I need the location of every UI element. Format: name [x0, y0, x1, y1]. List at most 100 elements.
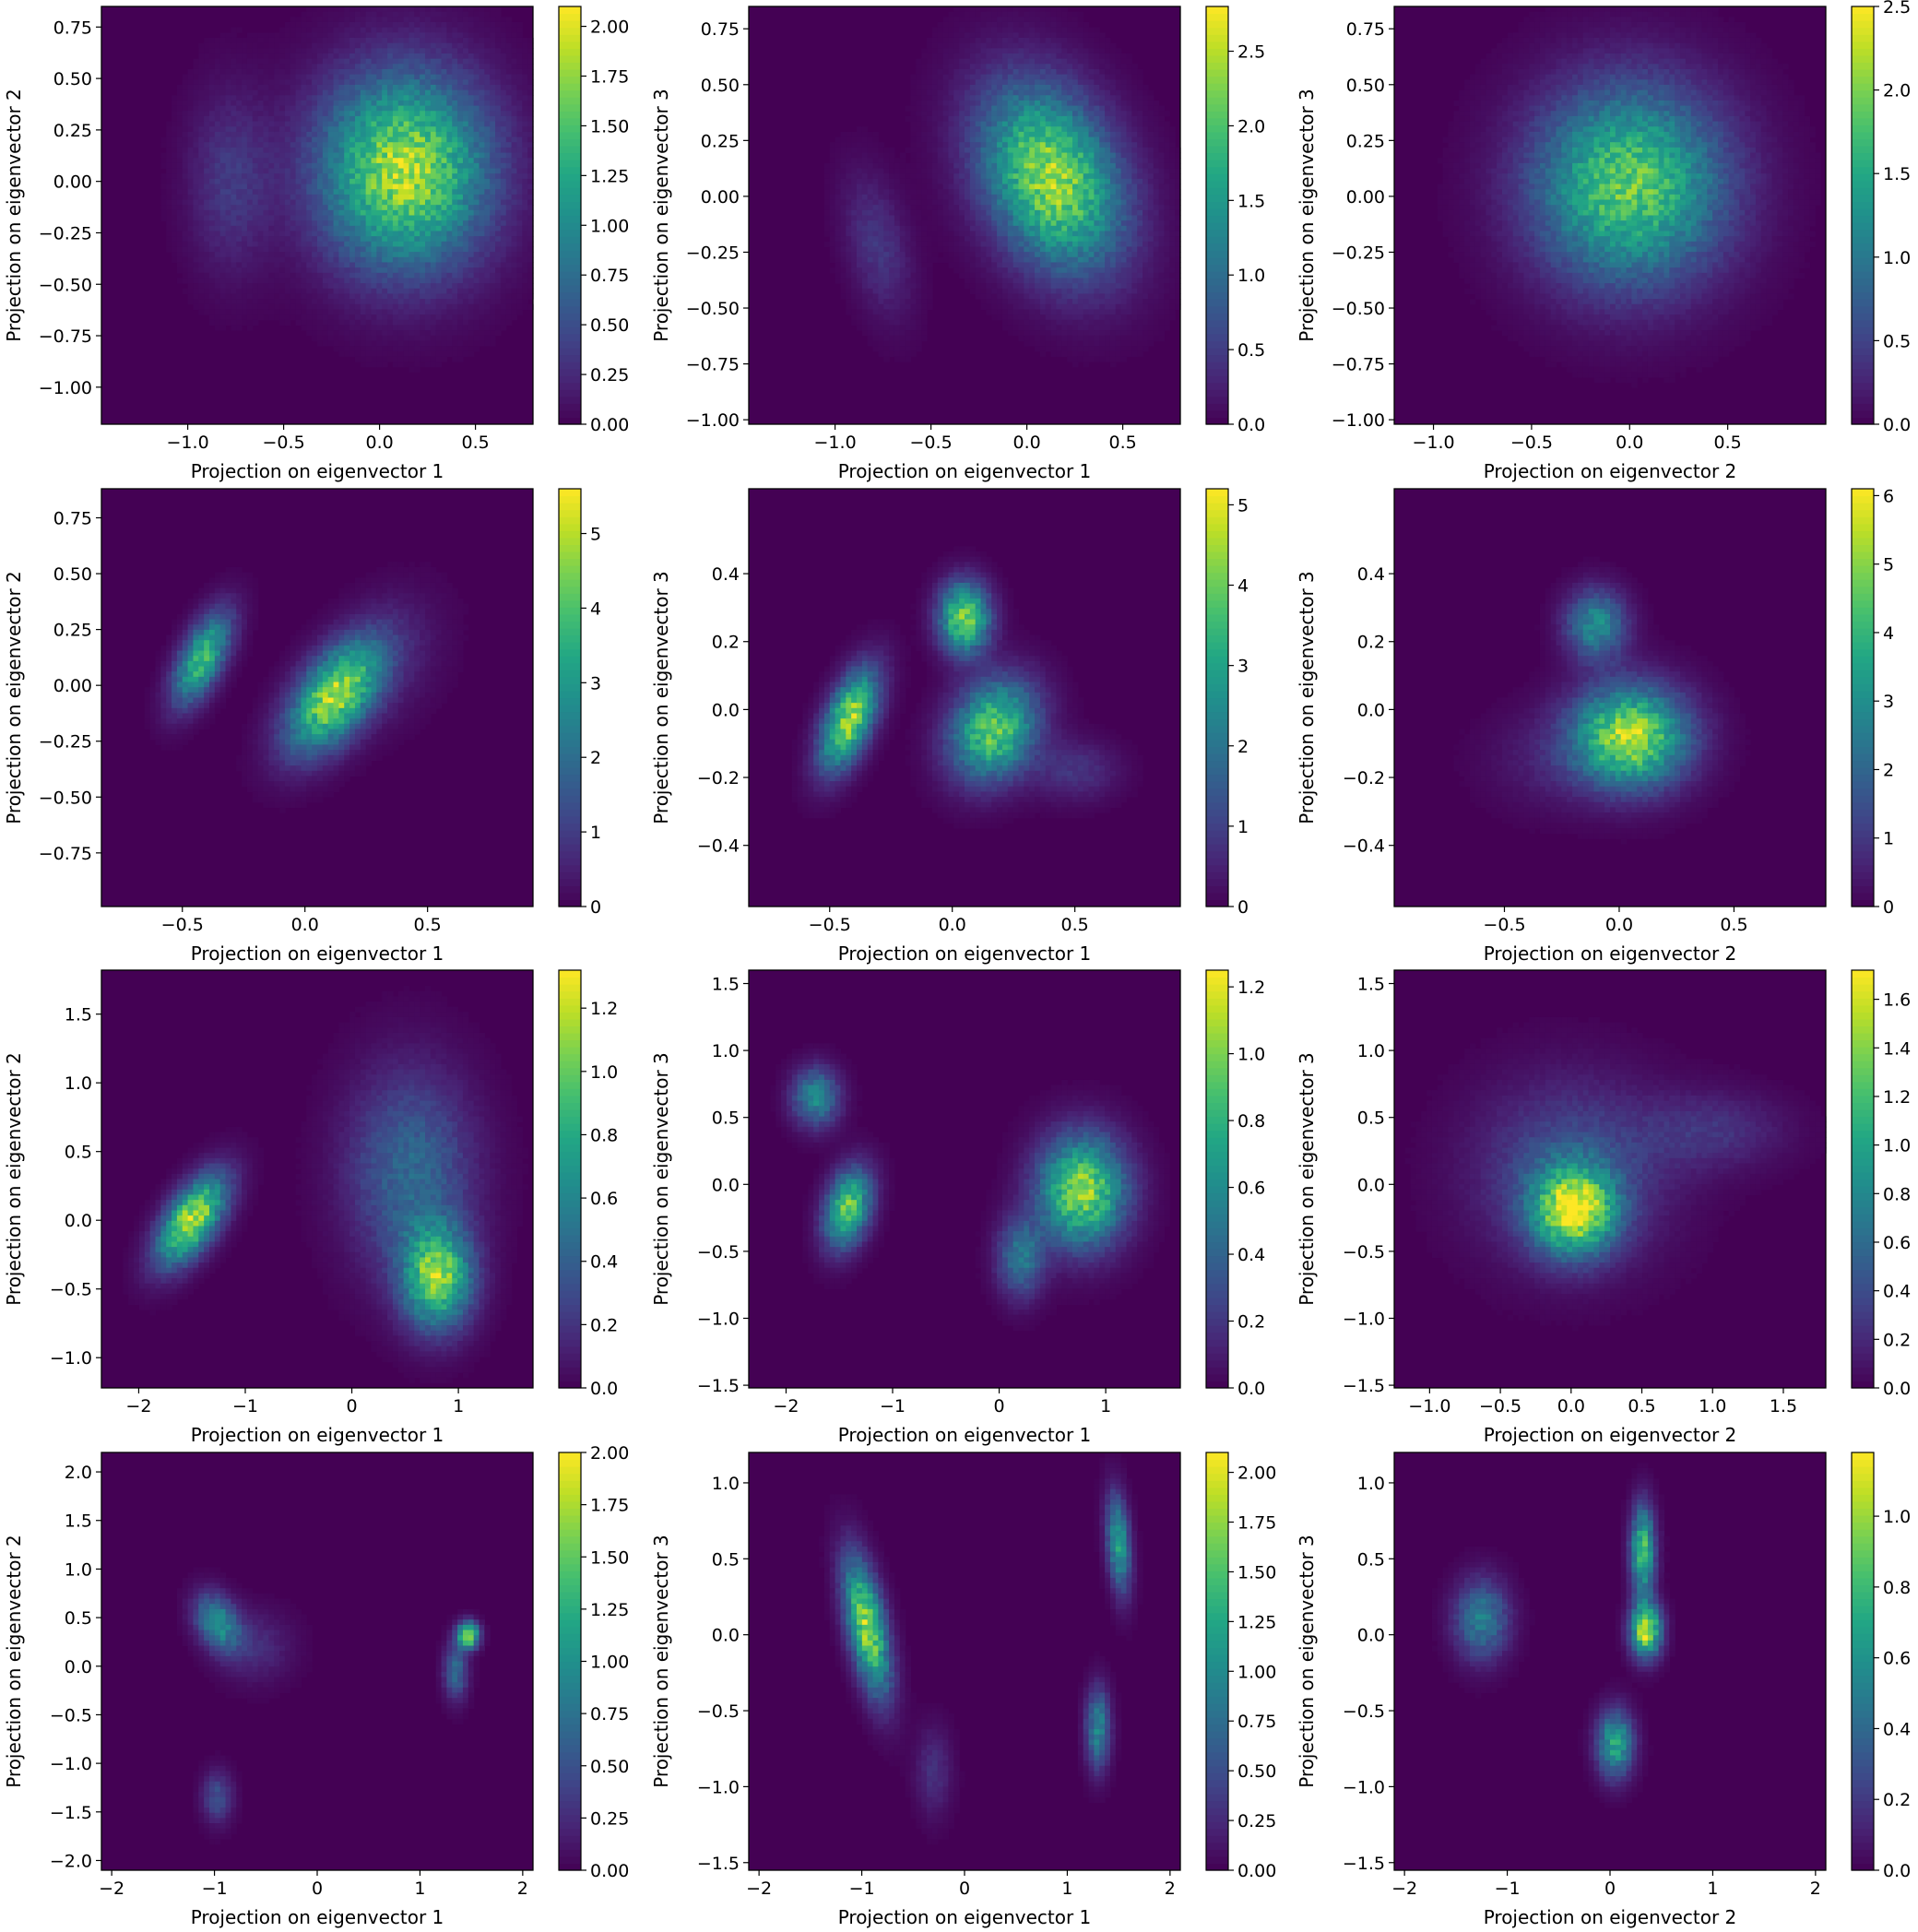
- heatmap-cell: [285, 169, 290, 174]
- heatmap-cell: [317, 336, 323, 341]
- heatmap-cell: [446, 48, 452, 53]
- heatmap-cell: [387, 293, 393, 299]
- heatmap-cell: [355, 309, 361, 314]
- heatmap-cell: [247, 111, 253, 116]
- heatmap-cell: [900, 325, 906, 330]
- heatmap-cell: [172, 111, 177, 116]
- heatmap-cell: [474, 210, 480, 216]
- heatmap-cell: [334, 283, 339, 289]
- heatmap-cell: [916, 314, 921, 320]
- heatmap-cell: [317, 158, 323, 163]
- heatmap-cell: [204, 236, 209, 242]
- heatmap-cell: [285, 126, 290, 132]
- heatmap-cell: [868, 153, 873, 159]
- heatmap-cell: [209, 137, 215, 143]
- heatmap-cell: [506, 85, 512, 90]
- heatmap-cell: [824, 163, 830, 169]
- heatmap-cell: [215, 137, 220, 143]
- heatmap-cell: [258, 122, 264, 127]
- heatmap-cell: [306, 64, 312, 69]
- heatmap-cell: [204, 195, 209, 200]
- heatmap-cell: [366, 12, 372, 18]
- heatmap-cell: [512, 273, 517, 279]
- heatmap-cell: [894, 314, 900, 320]
- heatmap-cell: [247, 179, 253, 184]
- heatmap-cell: [393, 17, 398, 22]
- heatmap-cell: [274, 267, 279, 273]
- heatmap-cell: [296, 106, 302, 112]
- heatmap-cell: [382, 148, 387, 153]
- heatmap-cell: [404, 32, 409, 38]
- heatmap-cell: [268, 309, 274, 314]
- heatmap-cell: [442, 351, 447, 357]
- heatmap-cell: [883, 309, 889, 314]
- heatmap-cell: [328, 95, 334, 101]
- heatmap-cell: [349, 148, 355, 153]
- heatmap-cell: [258, 216, 264, 221]
- heatmap-cell: [215, 101, 220, 106]
- heatmap-cell: [408, 356, 414, 362]
- heatmap-cell: [889, 173, 894, 179]
- heatmap-cell: [160, 179, 166, 184]
- heatmap-cell: [290, 262, 296, 267]
- heatmap-cell: [436, 153, 442, 159]
- heatmap-cell: [215, 184, 220, 190]
- heatmap-cell: [921, 236, 927, 242]
- heatmap-cell: [495, 304, 501, 310]
- heatmap-cell: [442, 79, 447, 85]
- heatmap-cell: [446, 195, 452, 200]
- heatmap-cell: [921, 148, 927, 153]
- heatmap-cell: [431, 142, 436, 148]
- heatmap-cell: [404, 137, 409, 143]
- heatmap-cell: [484, 153, 490, 159]
- heatmap-cell: [279, 116, 285, 122]
- heatmap-cell: [414, 43, 420, 49]
- heatmap-cell: [387, 32, 393, 38]
- heatmap-cell: [387, 6, 393, 12]
- heatmap-cell: [495, 273, 501, 279]
- heatmap-cell: [490, 267, 495, 273]
- heatmap-cell: [393, 346, 398, 351]
- heatmap-cell: [349, 267, 355, 273]
- heatmap-cell: [490, 173, 495, 179]
- heatmap-cell: [916, 184, 921, 190]
- heatmap-cell: [279, 28, 285, 33]
- heatmap-cell: [209, 116, 215, 122]
- heatmap-cell: [209, 85, 215, 90]
- heatmap-cell: [301, 17, 306, 22]
- heatmap-cell: [830, 257, 835, 263]
- heatmap-cell: [279, 38, 285, 43]
- heatmap-cell: [231, 200, 236, 206]
- heatmap-cell: [927, 64, 932, 69]
- heatmap-cell: [349, 95, 355, 101]
- heatmap-cell: [414, 242, 420, 247]
- heatmap-cell: [279, 101, 285, 106]
- heatmap-cell: [204, 101, 209, 106]
- heatmap-cell: [506, 195, 512, 200]
- heatmap-cell: [264, 137, 269, 143]
- heatmap-cell: [431, 226, 436, 231]
- heatmap-cell: [334, 126, 339, 132]
- heatmap-cell: [916, 59, 921, 65]
- heatmap-cell: [522, 59, 527, 65]
- heatmap-cell: [258, 79, 264, 85]
- heatmap-cell: [188, 132, 194, 137]
- heatmap-cell: [264, 69, 269, 75]
- heatmap-cell: [231, 179, 236, 184]
- heatmap-cell: [366, 64, 372, 69]
- heatmap-cell: [268, 173, 274, 179]
- x-tick-label: 0.0: [365, 433, 393, 453]
- heatmap-cell: [334, 226, 339, 231]
- heatmap-cell: [279, 226, 285, 231]
- heatmap-cell: [495, 126, 501, 132]
- heatmap-cell: [393, 101, 398, 106]
- heatmap-cell: [474, 153, 480, 159]
- heatmap-cell: [355, 262, 361, 267]
- heatmap-cell: [236, 242, 242, 247]
- heatmap-cell: [446, 85, 452, 90]
- heatmap-cell: [268, 289, 274, 294]
- heatmap-cell: [355, 346, 361, 351]
- heatmap-cell: [344, 158, 349, 163]
- heatmap-cell: [338, 95, 344, 101]
- heatmap-cell: [442, 330, 447, 336]
